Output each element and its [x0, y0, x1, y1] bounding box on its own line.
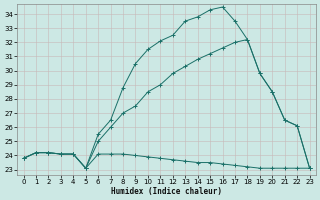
X-axis label: Humidex (Indice chaleur): Humidex (Indice chaleur) [111, 187, 222, 196]
